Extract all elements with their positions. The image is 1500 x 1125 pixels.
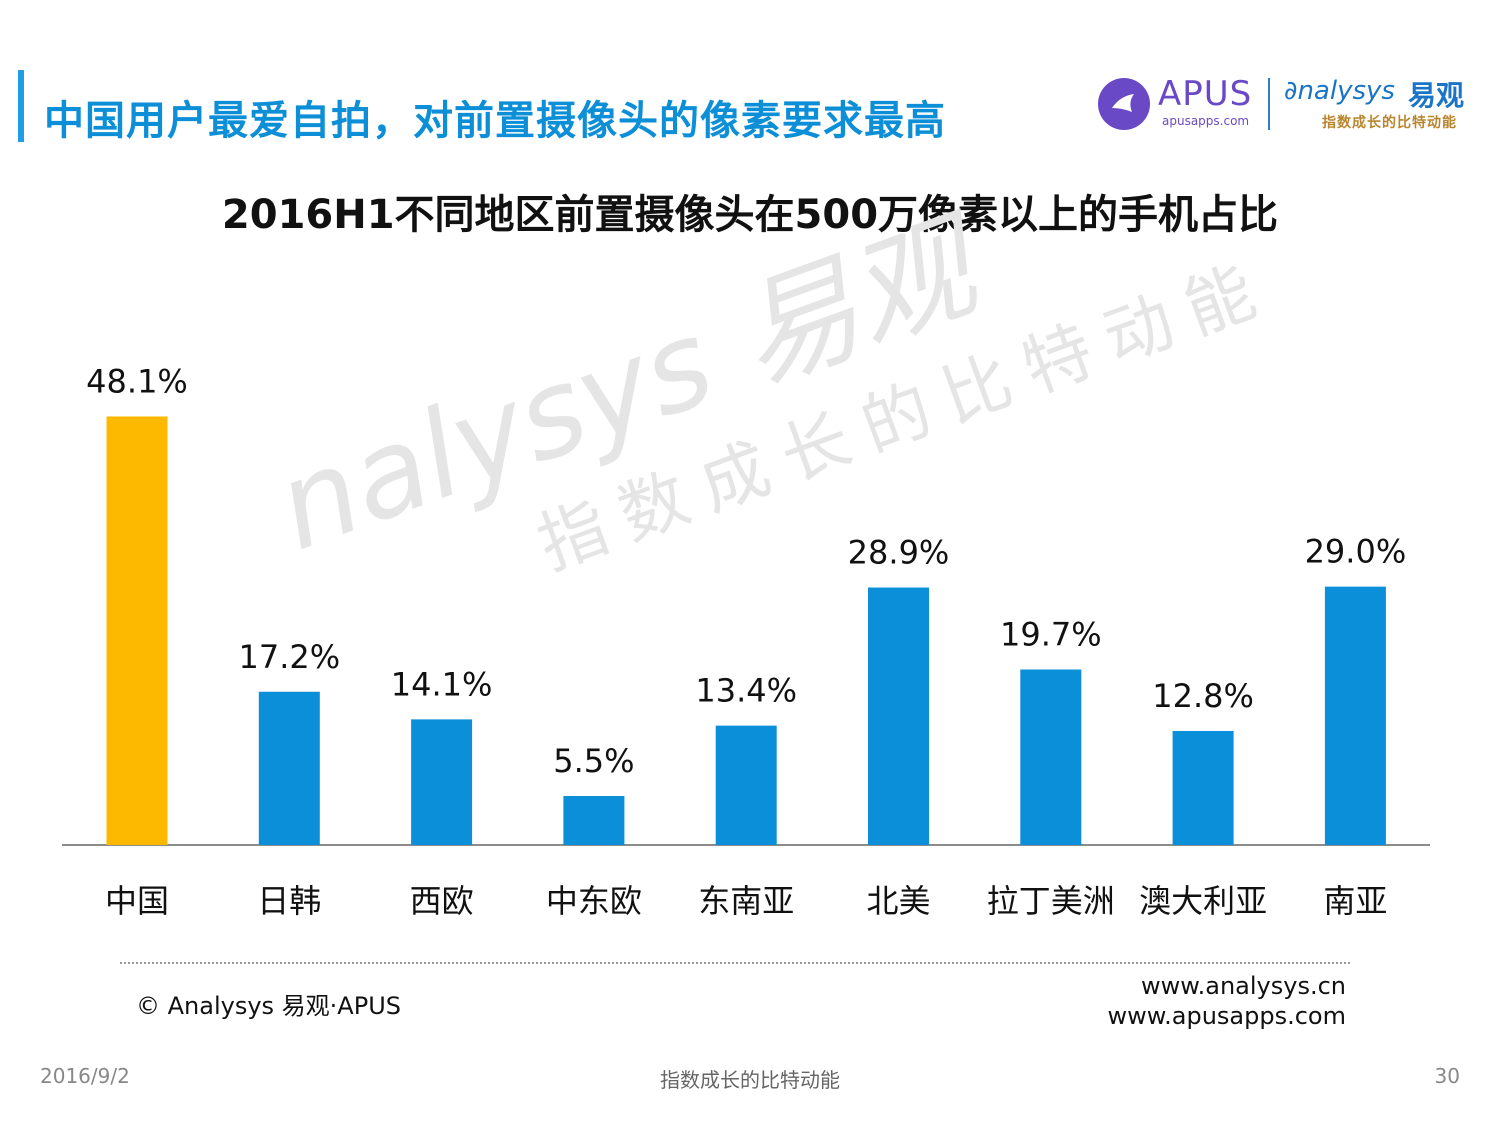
data-label: 12.8%: [1152, 677, 1254, 715]
page-number: 30: [1434, 1064, 1460, 1088]
footer-slogan: 指数成长的比特动能: [660, 1068, 840, 1092]
slide-title: 中国用户最爱自拍，对前置摄像头的像素要求最高: [44, 98, 946, 144]
category-label: 西欧: [410, 882, 474, 920]
data-label: 19.7%: [1000, 615, 1102, 653]
bar: [1324, 586, 1386, 845]
data-label: 14.1%: [391, 665, 493, 703]
bar: [1020, 669, 1082, 845]
category-label: 澳大利亚: [1139, 882, 1267, 920]
chart-title: 2016H1不同地区前置摄像头在500万像素以上的手机占比: [221, 192, 1279, 238]
category-label: 东南亚: [698, 882, 794, 920]
bar: [1172, 730, 1234, 845]
data-label: 17.2%: [238, 638, 340, 676]
category-label: 南亚: [1323, 882, 1387, 920]
analysys-logo-slogan: 指数成长的比特动能: [1322, 115, 1457, 131]
apus-logo-url: apusapps.com: [1162, 114, 1250, 128]
bar: [106, 416, 168, 845]
website-analysys: www.analysys.cn: [1140, 972, 1346, 1000]
category-label: 日韩: [257, 882, 321, 920]
apus-logo-text: APUS: [1158, 74, 1253, 114]
logo-separator: [1268, 78, 1270, 130]
analysys-logo-a-icon: ∂: [1284, 76, 1298, 106]
footer-divider: [120, 962, 1350, 964]
copyright: © Analysys 易观·APUS: [136, 992, 401, 1020]
apus-logo-icon: [1098, 78, 1150, 130]
data-label: 29.0%: [1305, 533, 1407, 571]
category-label: 北美: [866, 882, 930, 920]
bar: [715, 725, 777, 845]
website-apus: www.apusapps.com: [1107, 1002, 1346, 1030]
bar-chart: 48.1% 中国 17.2% 日韩 14.1% 西欧 5.5% 中东欧 13.4% 东南亚 28.9…: [62, 362, 1430, 920]
data-label: 13.4%: [695, 672, 797, 710]
analysys-logo-text: ∂nalysys: [1284, 76, 1395, 106]
bar: [563, 796, 625, 845]
bar: [868, 587, 929, 845]
bar: [411, 719, 473, 845]
bar: [258, 691, 320, 845]
category-label: 拉丁美洲: [987, 882, 1115, 920]
category-label: 中国: [105, 882, 169, 920]
analysys-logo-name: nalysys: [1297, 76, 1395, 106]
data-label: 5.5%: [553, 742, 634, 780]
data-label: 48.1%: [86, 362, 188, 400]
logo-area: APUS apusapps.com ∂nalysys 易观 指数成长的比特动能: [1098, 72, 1478, 138]
analysys-logo-cn: 易观: [1408, 79, 1465, 112]
title-accent-bar: [18, 70, 24, 142]
data-label: 28.9%: [848, 534, 950, 572]
footer-date: 2016/9/2: [40, 1064, 130, 1088]
category-label: 中东欧: [546, 882, 642, 920]
